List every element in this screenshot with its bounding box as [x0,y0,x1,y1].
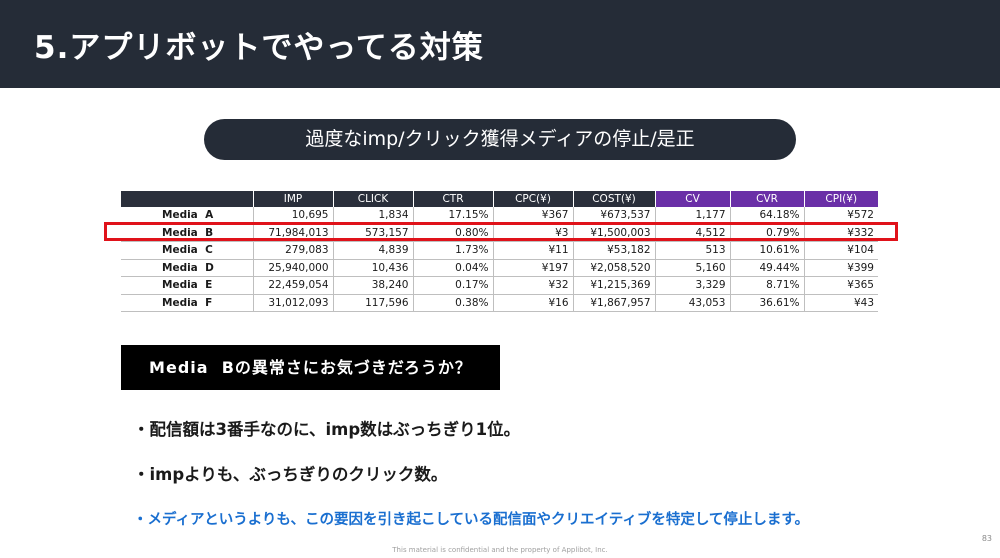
ctr-cell: 0.38% [413,294,494,312]
media-name-cell: Media F [121,294,254,312]
cv-cell: 3,329 [655,276,731,295]
click-cell: 117,596 [333,294,414,312]
column-header-ctr: CTR [413,191,494,207]
imp-cell: 279,083 [253,241,334,260]
column-header-cvr: CVR [730,191,805,207]
cv-cell: 5,160 [655,259,731,277]
title-bar: 5.アプリボットでやってる対策 [0,0,1000,88]
imp-cell: 22,459,054 [253,276,334,295]
table-row: Media F 31,012,093 117,596 0.38% ¥16 ¥1,… [121,294,878,312]
imp-cell: 31,012,093 [253,294,334,312]
column-header-click: CLICK [333,191,414,207]
cpc-cell: ¥11 [493,241,574,260]
ctr-cell: 1.73% [413,241,494,260]
column-header-imp: IMP [253,191,334,207]
column-header-cv: CV [655,191,731,207]
table-row: Media A 10,695 1,834 17.15% ¥367 ¥673,53… [121,207,878,225]
ctr-cell: 0.80% [413,224,494,242]
ctr-cell: 0.17% [413,276,494,295]
cpi-cell: ¥43 [804,294,878,312]
column-header-cpi: CPI(¥) [804,191,878,207]
cv-cell: 4,512 [655,224,731,242]
ctr-cell: 0.04% [413,259,494,277]
cpi-cell: ¥399 [804,259,878,277]
cpi-cell: ¥332 [804,224,878,242]
media-b-highlight-box [104,222,898,241]
media-name-cell: Media E [121,276,254,295]
cv-cell: 513 [655,241,731,260]
cvr-cell: 0.79% [730,224,805,242]
media-name-cell: Media C [121,241,254,260]
table-row: Media B 71,984,013 573,157 0.80% ¥3 ¥1,5… [121,224,878,242]
cpi-cell: ¥104 [804,241,878,260]
cvr-cell: 8.71% [730,276,805,295]
cpi-cell: ¥365 [804,276,878,295]
subtitle-banner: 過度なimp/クリック獲得メディアの停止/是正 [204,119,796,160]
cost-cell: ¥1,215,369 [573,276,656,295]
media-name-cell: Media B [121,224,254,242]
media-name-cell: Media D [121,259,254,277]
media-metrics-table: IMP CLICK CTR CPC(¥) COST(¥) CV CVR CPI(… [121,191,878,312]
column-header-media [121,191,254,207]
cvr-cell: 10.61% [730,241,805,260]
confidentiality-footer: This material is confidential and the pr… [392,546,608,554]
cost-cell: ¥1,867,957 [573,294,656,312]
slide-title: 5.アプリボットでやってる対策 [34,30,484,66]
table-row: Media E 22,459,054 38,240 0.17% ¥32 ¥1,2… [121,276,878,295]
question-banner: Media Bの異常さにお気づきだろうか？ [121,345,500,390]
page-number: 83 [981,534,992,543]
click-cell: 38,240 [333,276,414,295]
column-header-cpc: CPC(¥) [493,191,574,207]
bullet-point-1: ・配信額は3番手なのに、imp数はぶっちぎり1位。 [133,420,521,439]
column-header-cost: COST(¥) [573,191,656,207]
cpc-cell: ¥32 [493,276,574,295]
cpc-cell: ¥197 [493,259,574,277]
table-row: Media D 25,940,000 10,436 0.04% ¥197 ¥2,… [121,259,878,277]
cvr-cell: 49.44% [730,259,805,277]
imp-cell: 71,984,013 [253,224,334,242]
click-cell: 10,436 [333,259,414,277]
cv-cell: 43,053 [655,294,731,312]
cpc-cell: ¥16 [493,294,574,312]
cost-cell: ¥673,537 [573,207,656,225]
table-header-row: IMP CLICK CTR CPC(¥) COST(¥) CV CVR CPI(… [121,191,878,207]
cvr-cell: 36.61% [730,294,805,312]
click-cell: 573,157 [333,224,414,242]
bullet-point-2: ・impよりも、ぶっちぎりのクリック数。 [133,465,448,484]
table-row: Media C 279,083 4,839 1.73% ¥11 ¥53,182 … [121,241,878,260]
cost-cell: ¥1,500,003 [573,224,656,242]
bullet-point-3: ・メディアというよりも、この要因を引き起こしている配信面やクリエイティブを特定し… [133,512,809,528]
cost-cell: ¥2,058,520 [573,259,656,277]
click-cell: 4,839 [333,241,414,260]
cpc-cell: ¥3 [493,224,574,242]
cost-cell: ¥53,182 [573,241,656,260]
imp-cell: 25,940,000 [253,259,334,277]
